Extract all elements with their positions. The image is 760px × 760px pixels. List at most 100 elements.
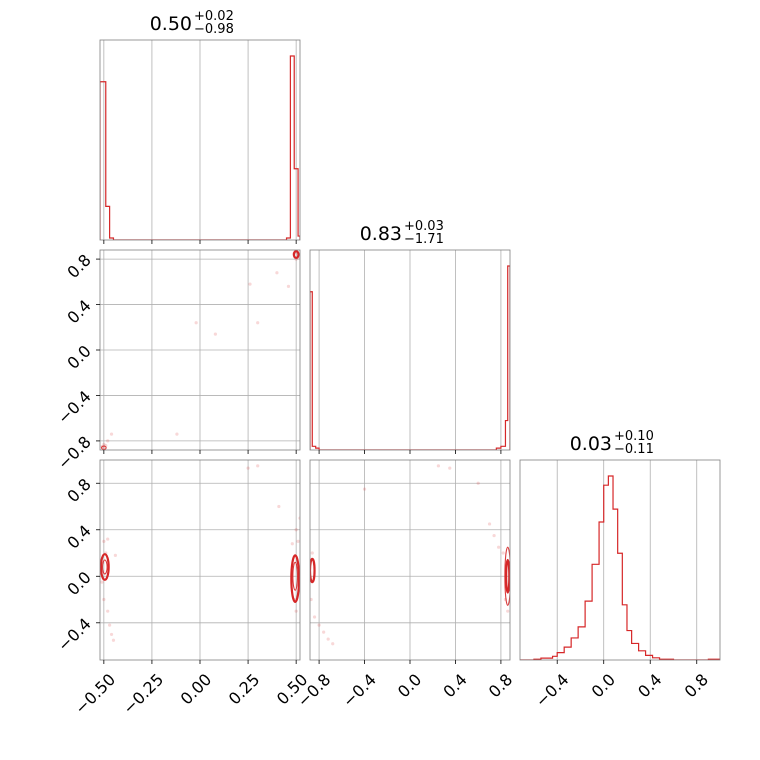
x-tick-label: −0.4 [532,670,573,711]
sample-point [100,580,104,584]
y-tick-label: −0.8 [54,432,95,473]
contour-line [290,554,300,603]
sample-point [256,464,260,468]
sample-point [312,615,317,619]
contour-line [292,250,300,260]
grid-0-0 [103,40,297,240]
sample-point [246,466,250,470]
x-tick-label: −0.4 [339,670,380,711]
title-plus-1: +0.03 [404,219,444,234]
histogram-param-1 [310,265,510,450]
x-tick-label: 0.8 [485,670,516,701]
sample-point [108,623,112,627]
y-tick-label: 0.4 [63,521,94,552]
sample-point [322,630,326,634]
axis-frame [519,459,721,661]
panel-2-2: −0.4 0.0 0.4 0.8 [519,459,721,711]
contour-line [505,558,510,594]
title-value-2: 0.03 [570,433,612,455]
sample-point [102,442,106,446]
title-minus-0: −0.98 [194,22,234,37]
y-tick-label: −0.4 [54,387,95,428]
sample-point [296,539,300,543]
sample-point [102,539,106,543]
sample-point [277,504,281,509]
grid-1-0 [100,250,300,450]
sample-point [106,537,110,541]
panel-content [520,475,720,660]
panel-content [100,464,300,642]
y-tick-label: 0.0 [63,341,94,372]
panel-content [100,250,300,450]
sample-point [102,446,106,450]
sample-point [310,551,314,555]
contour-line [292,561,299,591]
sample-point [331,642,335,646]
panel-content [310,464,510,646]
y-tick-label: 0.8 [63,475,94,506]
grid-2-0 [100,460,300,660]
sample-point [111,638,116,642]
sample-point [487,522,492,526]
contour-line [504,546,510,606]
sample-point [436,464,441,468]
sample-point [194,321,198,325]
sample-point [109,432,114,436]
panel-2-0: −0.50 −0.25 0.00 0.25 0.50−0.40.00.40.8 [54,459,311,718]
sample-point [476,481,480,485]
x-tick-label: 0.4 [634,670,665,701]
sample-point [275,271,279,275]
x-tick-label: −0.25 [119,670,167,718]
grid-1-1 [318,250,502,450]
contour-line [101,559,108,575]
sample-point [492,533,496,538]
sample-point [248,282,252,286]
panel-content [100,55,300,240]
panel-2-1: −0.8 −0.4 0.0 0.4 0.8 [293,459,516,711]
grid-2-1 [310,460,510,660]
y-tick-label: 0.4 [63,296,94,327]
sample-point [310,597,313,602]
title-plus-0: +0.02 [194,9,234,24]
panel-0-0 [99,39,301,244]
sample-point [109,632,114,637]
x-tick-label: 0.8 [681,670,712,701]
sample-point [506,609,510,613]
sample-point [497,545,501,549]
sample-point [317,623,321,627]
sample-point [362,487,367,491]
title-minus-2: −0.11 [614,442,654,457]
x-tick-label: 0.4 [439,670,470,701]
sample-point [213,332,217,336]
panel-1-0: −0.8−0.4 0.0 0.4 0.8 [54,249,301,473]
sample-point [286,284,291,288]
sample-point [294,609,298,613]
contour-line [100,553,110,581]
panel-1-1 [309,249,511,454]
x-tick-label: 0.0 [394,670,425,701]
x-tick-label: 0.0 [588,670,619,701]
title-value-0: 0.50 [150,13,192,35]
y-tick-label: 0.0 [63,568,94,599]
histogram-param-0 [100,55,300,240]
y-tick-label: 0.8 [63,250,94,281]
y-tick-label: −0.4 [54,614,95,655]
sample-point [290,542,294,546]
sample-point [256,321,260,325]
sample-point [448,466,452,470]
panel-content [310,265,510,450]
sample-point [294,528,298,532]
contour-line [310,557,316,584]
sample-point [326,637,330,641]
x-tick-label: 0.00 [177,670,216,709]
x-tick-label: −0.50 [71,670,119,718]
sample-point [106,439,110,443]
sample-point [501,551,505,555]
sample-point [102,597,106,602]
title-value-1: 0.83 [360,223,402,245]
title-plus-2: +0.10 [614,429,654,444]
x-tick-label: 0.25 [225,670,264,709]
sample-point [106,609,110,613]
histogram-param-2 [520,475,720,660]
